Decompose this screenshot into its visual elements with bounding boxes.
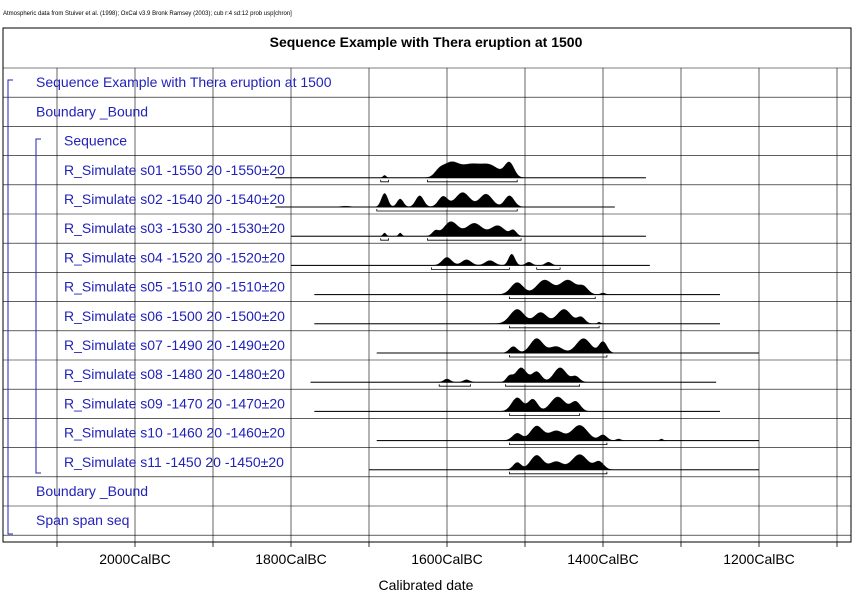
sequence-brackets [7,79,41,535]
row-8: R_Simulate s06 -1500 20 -1500±20 [64,308,720,329]
hpd-95-bar [509,413,580,416]
posterior-distribution [314,309,720,324]
row-label: Sequence [64,133,127,149]
posterior-distribution [291,253,650,266]
hpd-95-bar [536,267,561,270]
row-12: R_Simulate s10 -1460 20 -1460±20 [64,425,759,445]
hpd-95-bar [380,238,389,241]
hpd-95-bar [431,267,510,270]
row-label: R_Simulate s11 -1450 20 -1450±20 [64,454,284,470]
posterior-distribution [275,192,615,208]
row-label: R_Simulate s08 -1480 20 -1480±20 [64,366,285,382]
hpd-95-bar [509,355,608,358]
hpd-95-bar [427,238,522,241]
row-13: R_Simulate s11 -1450 20 -1450±20 [64,454,759,475]
posterior-distribution [369,454,759,470]
plot-frame [2,27,852,543]
row-label: R_Simulate s02 -1540 20 -1540±20 [64,191,285,207]
row-label: R_Simulate s09 -1470 20 -1470±20 [64,395,285,411]
row-label: R_Simulate s07 -1490 20 -1490±20 [64,337,285,353]
hpd-95-bar [427,179,518,183]
x-tick-label: 1800CalBC [255,551,327,567]
hpd-95-bar [509,325,600,329]
row-6: R_Simulate s04 -1520 20 -1520±20 [64,249,650,270]
row-7: R_Simulate s05 -1510 20 -1510±20 [64,279,720,299]
row-3: R_Simulate s01 -1550 20 -1550±20 [64,161,646,183]
hpd-95-bar [376,209,518,212]
chart-title: Sequence Example with Thera eruption at … [270,34,583,50]
row-0: Sequence Example with Thera eruption at … [36,74,332,90]
row-1: Boundary _Bound [36,103,148,119]
row-14: Boundary _Bound [36,483,148,499]
row-4: R_Simulate s02 -1540 20 -1540±20 [64,191,615,212]
row-label: Boundary _Bound [36,103,148,119]
posterior-distribution [376,338,759,354]
row-9: R_Simulate s07 -1490 20 -1490±20 [64,337,759,358]
row-label: R_Simulate s06 -1500 20 -1500±20 [64,308,285,324]
posterior-distribution [314,396,720,412]
row-label: R_Simulate s10 -1460 20 -1460±20 [64,425,285,441]
x-axis: 2000CalBC 1800CalBC 1600CalBC 1400CalBC 1200… [56,542,838,567]
hpd-95-bar [380,179,389,183]
hpd-95-bar [438,384,471,387]
row-label: Boundary _Bound [36,483,148,499]
posterior-distribution [310,367,717,383]
hpd-95-bar [509,296,596,299]
row-10: R_Simulate s08 -1480 20 -1480±20 [64,366,717,387]
row-5: R_Simulate s03 -1530 20 -1530±20 [64,220,646,241]
hpd-95-bar [505,384,580,387]
row-label: Sequence Example with Thera eruption at … [36,74,332,90]
inner-sequence-bracket [35,138,41,474]
posterior-distribution [376,425,759,441]
row-label: R_Simulate s01 -1550 20 -1550±20 [64,162,285,178]
x-tick-label: 1400CalBC [567,551,639,567]
posterior-distribution [314,279,720,295]
x-tick-label: 1200CalBC [723,551,795,567]
row-label: R_Simulate s05 -1510 20 -1510±20 [64,279,285,295]
row-label: R_Simulate s04 -1520 20 -1520±20 [64,249,285,265]
row-11: R_Simulate s09 -1470 20 -1470±20 [64,395,720,416]
x-tick-label: 2000CalBC [99,551,171,567]
hpd-95-bar [509,442,608,445]
hpd-95-bar [509,471,608,475]
posterior-distribution [275,161,646,178]
outer-sequence-bracket [7,79,13,535]
row-2: Sequence [64,133,127,149]
grid-lines [3,67,851,542]
credit-text: Atmospheric data from Stuiver et al. (19… [3,11,292,17]
row-15: Span span seq [36,512,129,528]
x-axis-label: Calibrated date [379,577,474,593]
row-label: Span span seq [36,512,129,528]
row-label: R_Simulate s03 -1530 20 -1530±20 [64,220,285,236]
row-group: Sequence Example with Thera eruption at … [36,74,759,528]
x-tick-label: 1600CalBC [411,551,483,567]
posterior-distribution [291,221,646,237]
